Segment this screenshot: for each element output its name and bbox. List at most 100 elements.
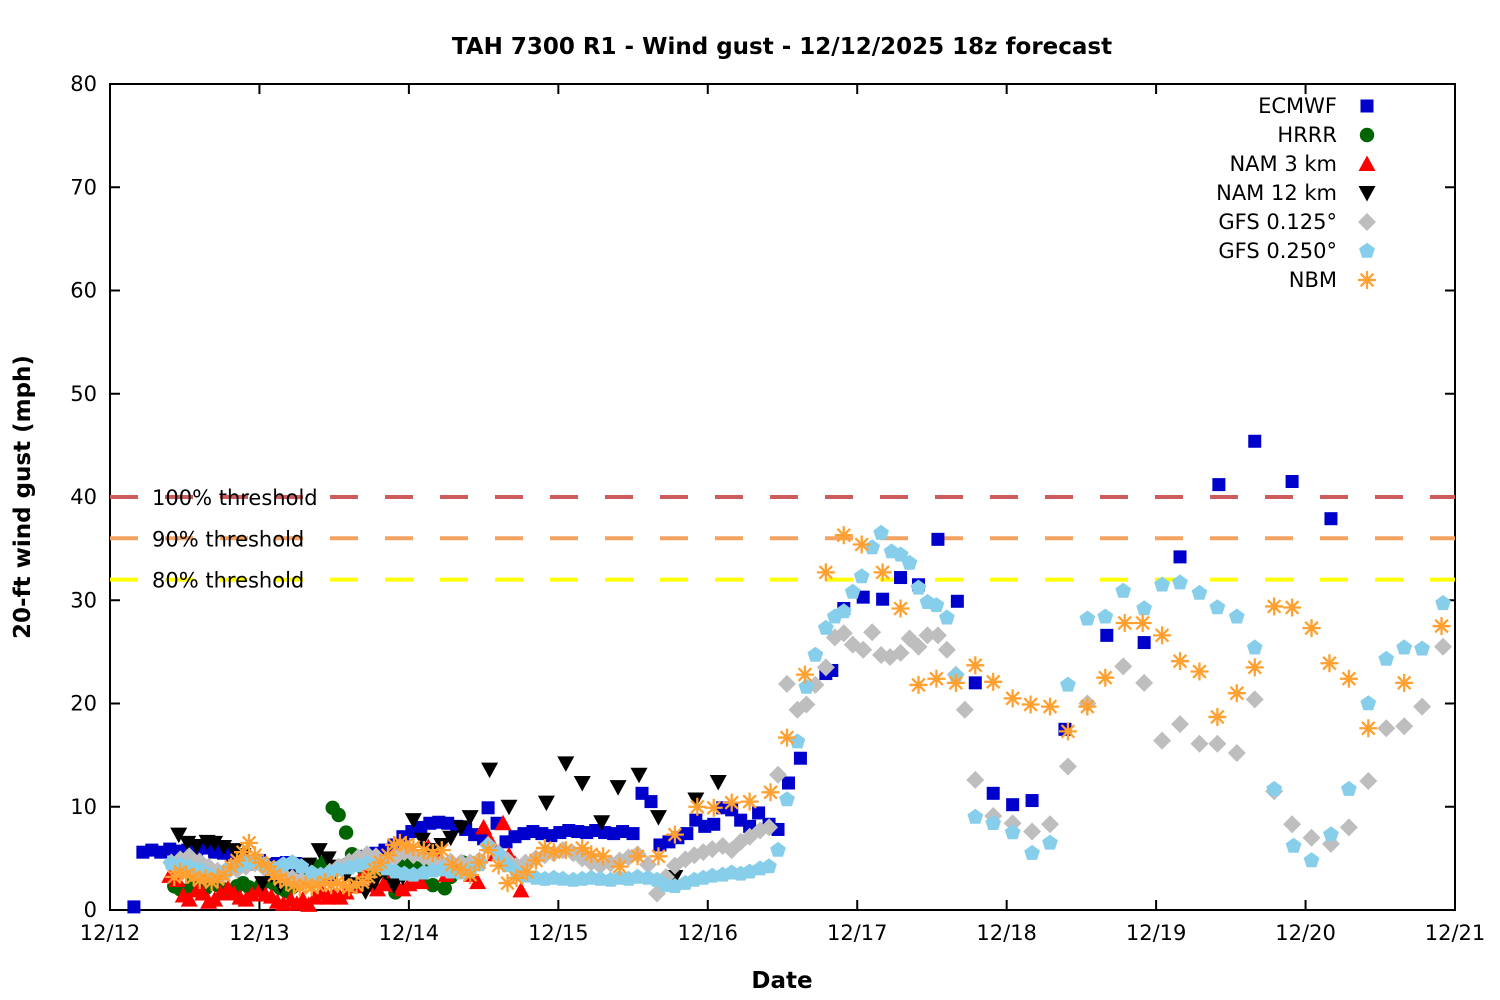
asterisk-arm xyxy=(392,835,408,851)
data-point-pentagon xyxy=(1414,640,1430,656)
data-point-square xyxy=(894,571,908,585)
x-tick-label: 12/14 xyxy=(379,921,440,945)
asterisk-arm xyxy=(1210,709,1225,725)
y-tick-label: 10 xyxy=(70,795,97,819)
data-point-triangle-up xyxy=(180,891,198,907)
data-point-asterisk xyxy=(665,825,684,844)
y-tick-label: 40 xyxy=(70,485,97,509)
asterisk-arm xyxy=(286,878,301,893)
data-point-triangle-down xyxy=(481,762,499,779)
data-point-circle xyxy=(1359,127,1375,143)
data-point-diamond xyxy=(918,626,937,645)
asterisk-arm xyxy=(948,675,964,691)
data-point-pentagon xyxy=(1042,834,1058,850)
data-point-triangle-up xyxy=(1358,155,1376,171)
asterisk-arm xyxy=(612,859,627,874)
data-point-square xyxy=(1248,434,1262,448)
data-point-pentagon xyxy=(1097,608,1114,624)
data-point-asterisk xyxy=(526,851,545,870)
data-point-asterisk xyxy=(432,841,451,860)
data-point-pentagon xyxy=(901,554,918,570)
y-tick-label: 30 xyxy=(70,588,97,612)
data-point-pentagon xyxy=(1360,695,1377,711)
data-point-diamond xyxy=(1377,719,1396,738)
asterisk-arm xyxy=(546,845,562,860)
data-point-triangle-up xyxy=(494,814,512,831)
asterisk-arm xyxy=(509,870,524,886)
data-point-asterisk xyxy=(517,862,536,881)
asterisk-arm xyxy=(229,853,245,868)
data-point-diamond xyxy=(834,624,853,643)
asterisk-arm xyxy=(1284,600,1300,615)
asterisk-arm xyxy=(1154,628,1170,643)
data-point-pentagon xyxy=(892,546,909,562)
data-point-asterisk xyxy=(722,793,741,812)
asterisk-arm xyxy=(651,849,666,864)
data-point-pentagon xyxy=(1323,826,1339,842)
asterisk-arm xyxy=(241,835,257,851)
data-point-pentagon xyxy=(1285,837,1302,853)
data-point-diamond xyxy=(1023,822,1042,841)
data-point-diamond xyxy=(1227,744,1246,763)
data-point-diamond xyxy=(769,765,788,784)
data-point-diamond xyxy=(1058,757,1077,776)
data-point-asterisk xyxy=(946,673,965,692)
asterisk-arm xyxy=(1098,670,1113,685)
data-point-triangle-down xyxy=(593,815,611,831)
data-point-asterisk xyxy=(507,868,526,887)
data-point-circle xyxy=(437,881,452,896)
asterisk-arm xyxy=(818,565,834,580)
data-point-asterisk xyxy=(556,841,575,860)
data-point-asterisk xyxy=(1432,617,1451,636)
threshold-label: 90% threshold xyxy=(152,527,304,551)
asterisk-arm xyxy=(929,671,944,686)
asterisk-arm xyxy=(836,528,851,543)
data-point-asterisk xyxy=(1041,697,1060,716)
data-point-diamond xyxy=(1171,715,1190,734)
asterisk-arm xyxy=(186,869,201,885)
data-point-square xyxy=(876,592,890,606)
data-point-asterisk xyxy=(594,847,613,866)
data-point-triangle-down xyxy=(537,795,555,812)
data-point-square xyxy=(707,817,721,831)
x-tick-label: 12/16 xyxy=(678,921,739,945)
legend-label-nam-12-km: NAM 12 km xyxy=(1216,181,1337,205)
data-point-triangle-up xyxy=(243,886,261,902)
data-point-pentagon xyxy=(554,870,571,886)
data-point-square xyxy=(626,827,640,841)
data-point-diamond xyxy=(1434,637,1453,656)
data-point-pentagon xyxy=(985,815,1002,830)
asterisk-arm xyxy=(247,848,263,863)
data-point-asterisk xyxy=(1339,669,1358,688)
asterisk-arm xyxy=(1080,699,1095,714)
data-point-asterisk xyxy=(239,833,258,852)
data-point-asterisk xyxy=(479,841,498,860)
asterisk-arm xyxy=(491,858,506,873)
data-point-pentagon xyxy=(873,524,889,540)
data-point-pentagon xyxy=(1266,780,1283,796)
data-point-asterisk xyxy=(371,853,390,872)
data-point-square xyxy=(1100,628,1114,642)
asterisk-arm xyxy=(1060,724,1076,739)
data-point-pentagon xyxy=(1004,824,1021,840)
asterisk-arm xyxy=(235,845,251,860)
data-point-triangle-down xyxy=(413,832,431,849)
asterisk-arm xyxy=(575,840,590,856)
y-tick-label: 60 xyxy=(70,279,97,303)
data-point-pentagon xyxy=(629,868,646,884)
data-point-triangle-up xyxy=(475,818,493,835)
asterisk-arm xyxy=(1247,660,1262,675)
y-tick-label: 80 xyxy=(70,72,97,96)
data-point-diamond xyxy=(863,623,882,642)
asterisk-arm xyxy=(1304,620,1319,636)
data-point-triangle-down xyxy=(461,810,479,826)
data-point-diamond xyxy=(909,637,928,656)
data-point-asterisk xyxy=(1190,662,1209,681)
asterisk-arm xyxy=(398,837,414,853)
data-point-asterisk xyxy=(1320,654,1339,673)
data-point-triangle-down xyxy=(687,792,705,809)
data-point-square xyxy=(793,751,807,765)
y-tick-label: 0 xyxy=(84,898,97,922)
asterisk-arm xyxy=(528,853,544,868)
data-point-square xyxy=(127,900,141,914)
